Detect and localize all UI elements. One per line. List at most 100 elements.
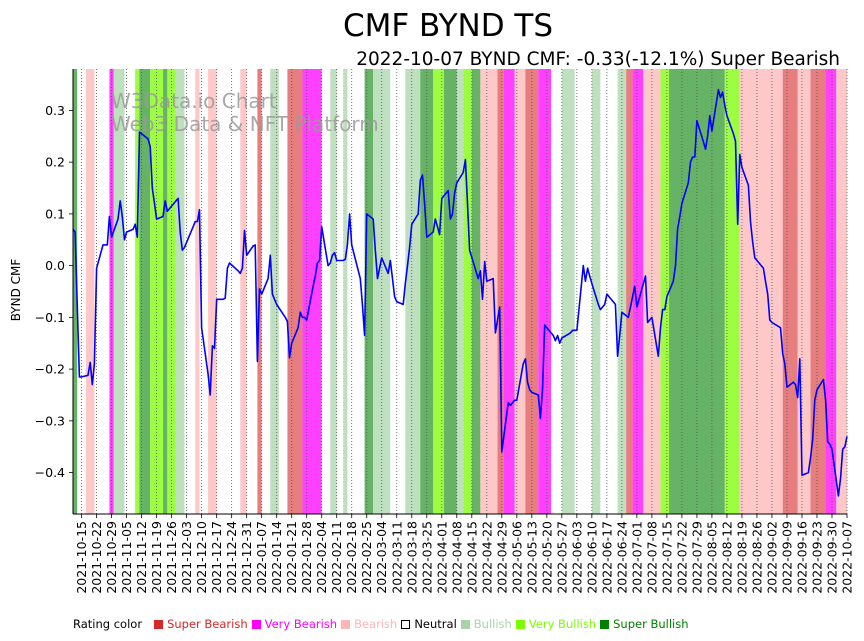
x-tick-label: 2022-09-02 xyxy=(764,521,779,594)
x-tick-label: 2021-10-15 xyxy=(74,521,89,594)
rating-band-bu xyxy=(330,69,337,514)
legend-item-super-bullish: Super Bullish xyxy=(600,617,689,631)
rating-band-b xyxy=(480,69,498,514)
y-tick-label: −0.3 xyxy=(35,413,65,428)
rating-band-b xyxy=(208,69,217,514)
legend-item-very-bearish: Very Bearish xyxy=(251,617,337,631)
x-tick-label: 2022-07-29 xyxy=(689,521,704,594)
x-tick-label: 2021-10-29 xyxy=(104,521,119,594)
x-tick-label: 2022-06-10 xyxy=(584,521,599,594)
rating-band-bu xyxy=(405,69,421,514)
rating-band-bu xyxy=(456,69,464,514)
x-tick-label: 2021-10-22 xyxy=(89,521,104,594)
x-tick-label: 2022-03-04 xyxy=(374,521,389,594)
watermark-line-2: Web3 Data & NFT Platform xyxy=(111,112,379,136)
rating-band-b xyxy=(240,69,247,514)
x-tick-label: 2022-03-25 xyxy=(419,521,434,594)
x-tick-label: 2022-01-21 xyxy=(284,521,299,594)
x-tick-label: 2022-04-29 xyxy=(494,521,509,594)
y-tick-label: 0.0 xyxy=(45,258,65,273)
legend-swatch xyxy=(515,619,525,629)
legend-item-bullish: Bullish xyxy=(460,617,512,631)
rating-legend: Rating color Super Bearish Very Bearish … xyxy=(73,617,693,631)
rating-band-vbu xyxy=(463,69,472,514)
x-tick-label: 2022-01-14 xyxy=(269,521,284,594)
x-tick-label: 2022-04-22 xyxy=(479,521,494,594)
rating-band-vbu xyxy=(433,69,444,514)
legend-item-bearish: Bearish xyxy=(341,617,397,631)
x-tick-label: 2022-04-01 xyxy=(434,521,449,594)
x-tick-label: 2022-06-03 xyxy=(569,521,584,594)
rating-band-n xyxy=(199,69,209,514)
chart-title: CMF BYND TS xyxy=(343,8,553,44)
x-tick-label: 2022-07-22 xyxy=(674,521,689,594)
chart-subtitle: 2022-10-07 BYND CMF: -0.33(-12.1%) Super… xyxy=(356,49,840,70)
x-tick-label: 2022-09-16 xyxy=(794,521,809,594)
legend-item-super-bearish: Super Bearish xyxy=(154,617,248,631)
x-tick-label: 2022-09-23 xyxy=(809,521,824,594)
rating-band-n xyxy=(246,69,258,514)
rating-band-sbu xyxy=(73,69,78,514)
rating-band-n xyxy=(184,69,196,514)
x-tick-label: 2022-05-20 xyxy=(539,521,554,594)
rating-band-vb xyxy=(825,69,837,514)
x-tick-label: 2022-08-26 xyxy=(749,521,764,594)
x-tick-label: 2022-01-28 xyxy=(299,521,314,594)
x-tick-label: 2022-05-06 xyxy=(509,521,524,594)
rating-band-sb xyxy=(287,69,303,514)
legend-swatch xyxy=(600,619,610,629)
legend-label: Super Bearish xyxy=(167,617,248,631)
rating-band-n xyxy=(124,69,136,514)
x-tick-label: 2022-07-08 xyxy=(644,521,659,594)
rating-band-bu xyxy=(561,69,575,514)
legend-item-very-bullish: Very Bullish xyxy=(515,617,596,631)
rating-band-bu xyxy=(113,69,125,514)
rating-band-sbu xyxy=(364,69,374,514)
rating-band-n xyxy=(336,69,344,514)
legend-label: Super Bullish xyxy=(613,617,689,631)
x-tick-label: 2022-01-07 xyxy=(254,521,269,594)
rating-band-sb xyxy=(626,69,633,514)
x-tick-label: 2021-11-12 xyxy=(134,521,149,594)
x-tick-label: 2022-08-12 xyxy=(719,521,734,594)
rating-band-sbu xyxy=(471,69,481,514)
x-tick-label: 2022-05-27 xyxy=(554,521,569,594)
x-tick-label: 2021-12-10 xyxy=(194,521,209,594)
x-tick-label: 2021-12-17 xyxy=(209,521,224,594)
rating-band-bu xyxy=(343,69,348,514)
rating-band-bu xyxy=(270,69,279,514)
rating-band-b xyxy=(514,69,526,514)
x-tick-label: 2022-06-17 xyxy=(599,521,614,594)
legend-label: Bullish xyxy=(473,617,512,631)
rating-band-n xyxy=(278,69,288,514)
rating-band-bu xyxy=(175,69,185,514)
legend-swatch xyxy=(341,619,351,629)
x-tick-label: 2022-02-11 xyxy=(329,521,344,594)
x-tick-label: 2022-03-18 xyxy=(404,521,419,594)
legend-swatch xyxy=(251,619,261,629)
y-tick-label: −0.4 xyxy=(35,465,65,480)
x-tick-label: 2022-03-11 xyxy=(389,521,404,594)
rating-band-vbu xyxy=(660,69,670,514)
series-cmf xyxy=(72,88,848,497)
legend-label: Bearish xyxy=(354,617,398,631)
x-tick-label: 2022-04-15 xyxy=(464,521,479,594)
rating-band-vb xyxy=(538,69,552,514)
x-tick-label: 2022-08-19 xyxy=(734,521,749,594)
y-tick-label: 0.2 xyxy=(45,155,65,170)
x-tick-label: 2022-10-07 xyxy=(840,521,855,594)
x-tick-label: 2021-12-24 xyxy=(224,521,239,594)
x-tick-label: 2022-08-05 xyxy=(704,521,719,594)
y-tick-label: −0.2 xyxy=(35,362,65,377)
rating-band-vb xyxy=(632,69,644,514)
x-ticks: 2021-10-15 2021-10-22 2021-10-29 2021-11-05… xyxy=(74,514,855,594)
legend-swatch xyxy=(154,619,164,629)
x-tick-label: 2022-09-09 xyxy=(779,521,794,594)
x-tick-label: 2021-12-31 xyxy=(239,521,254,594)
rating-band-n xyxy=(94,69,110,514)
rating-band-vb xyxy=(503,69,515,514)
cmf-line xyxy=(72,88,848,497)
rating-band-n xyxy=(321,69,331,514)
watermark-line-1: W3Data.io Chart xyxy=(111,89,277,113)
rating-band-sbu xyxy=(443,69,457,514)
